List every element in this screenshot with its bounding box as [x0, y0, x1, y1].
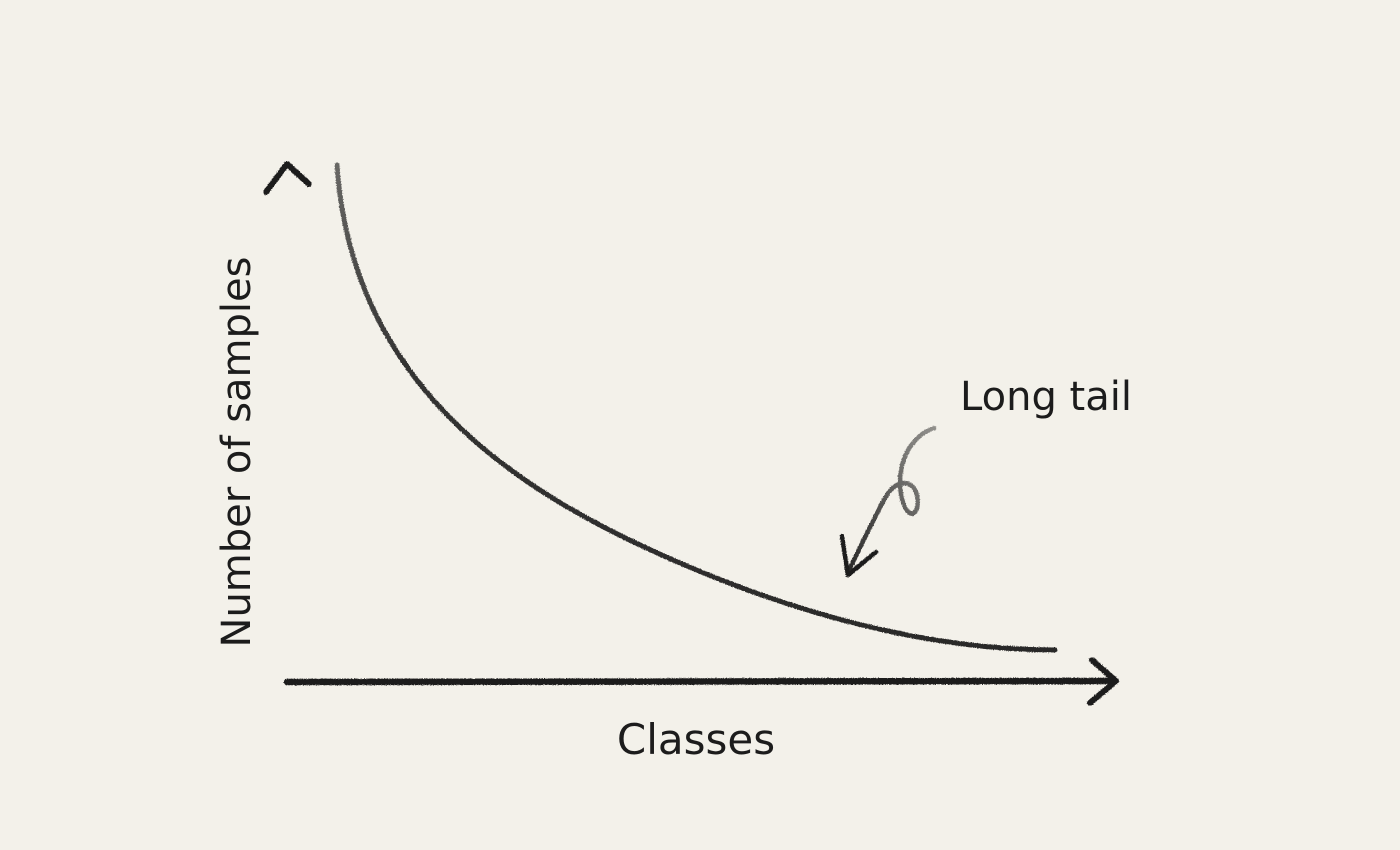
annotation-arrow-squiggle — [845, 425, 937, 575]
x-axis-label: Classes — [617, 715, 775, 764]
y-axis-arrowhead — [263, 161, 312, 195]
x-axis-line — [283, 677, 1116, 686]
y-axis — [263, 161, 312, 675]
annotation-arrowhead — [839, 533, 879, 578]
y-axis-label: Number of samples — [214, 257, 260, 648]
x-axis-arrowhead — [1087, 657, 1119, 706]
annotation-arrow — [839, 425, 937, 578]
long-tail-label: Long tail — [960, 374, 1132, 420]
long-tail-curve — [334, 162, 1058, 653]
x-axis — [283, 657, 1119, 706]
